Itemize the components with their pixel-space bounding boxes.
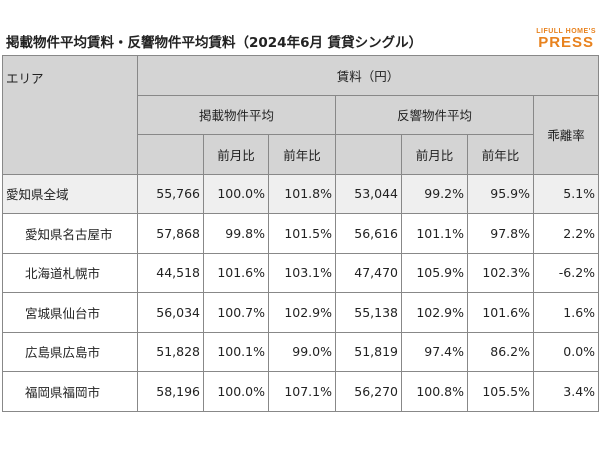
value-cell: 102.3% bbox=[467, 252, 534, 293]
sub-header: 前月比 bbox=[401, 134, 468, 175]
value-cell: 101.5% bbox=[268, 213, 336, 254]
sub-header: 前年比 bbox=[268, 134, 336, 175]
value-cell: 97.4% bbox=[401, 331, 468, 372]
table-row: 北海道札幌市 44,518 101.6% 103.1% 47,470 105.9% 102.… bbox=[2, 252, 600, 293]
value-cell: 95.9% bbox=[467, 173, 534, 214]
value-cell: 105.9% bbox=[401, 252, 468, 293]
logo-main: PRESS bbox=[538, 34, 595, 51]
value-cell: 101.8% bbox=[268, 173, 336, 214]
value-cell: 86.2% bbox=[467, 331, 534, 372]
area-cell: 愛知県全域 bbox=[2, 173, 138, 214]
value-cell: 99.0% bbox=[268, 331, 336, 372]
area-header: エリア bbox=[2, 55, 138, 175]
value-cell: 100.0% bbox=[203, 371, 269, 412]
value-cell: 107.1% bbox=[268, 371, 336, 412]
sub-header: 前月比 bbox=[203, 134, 269, 175]
title: 掲載物件平均賃料・反響物件平均賃料（2024年6月 賃貸シングル） bbox=[6, 35, 423, 51]
area-cell: 福岡県福岡市 bbox=[2, 371, 138, 412]
table-row: 広島県広島市 51,828 100.1% 99.0% 51,819 97.4% 86.2% 0… bbox=[2, 331, 600, 372]
value-cell: 56,270 bbox=[335, 371, 402, 412]
rent-header: 賃料（円） bbox=[136, 55, 600, 96]
inquiry-header: 反響物件平均 bbox=[335, 94, 534, 135]
value-cell: 100.0% bbox=[203, 173, 269, 214]
area-cell: 愛知県名古屋市 bbox=[2, 213, 138, 254]
table-row: 愛知県全域 55,766 100.0% 101.8% 53,044 99.2% 95.9% 5… bbox=[2, 173, 600, 214]
value-cell: 100.1% bbox=[203, 331, 269, 372]
value-cell: 55,138 bbox=[335, 292, 402, 333]
blank-cell bbox=[137, 134, 204, 175]
value-cell: 97.8% bbox=[467, 213, 534, 254]
table-row: 宮城県仙台市 56,034 100.7% 102.9% 55,138 102.9% 101.… bbox=[2, 292, 600, 333]
value-cell: 55,766 bbox=[137, 173, 204, 214]
rent-table: エリア 賃料（円） 掲載物件平均 反響物件平均 乖離率 前月比 前年比 前月比 … bbox=[2, 55, 600, 412]
logo: LIFULL HOME'S PRESS bbox=[536, 28, 596, 50]
value-cell: 56,616 bbox=[335, 213, 402, 254]
value-cell: 5.1% bbox=[532, 173, 600, 214]
value-cell: 99.2% bbox=[401, 173, 468, 214]
value-cell: 100.7% bbox=[203, 292, 269, 333]
value-cell: 102.9% bbox=[268, 292, 336, 333]
value-cell: 1.6% bbox=[532, 292, 600, 333]
table-row: 福岡県福岡市 58,196 100.0% 107.1% 56,270 100.8% 105.… bbox=[2, 371, 600, 412]
value-cell: 2.2% bbox=[532, 213, 600, 254]
value-cell: 51,828 bbox=[137, 331, 204, 372]
value-cell: 47,470 bbox=[335, 252, 402, 293]
value-cell: -6.2% bbox=[532, 252, 600, 293]
value-cell: 103.1% bbox=[268, 252, 336, 293]
gap-header: 乖離率 bbox=[532, 94, 600, 175]
value-cell: 51,819 bbox=[335, 331, 402, 372]
value-cell: 100.8% bbox=[401, 371, 468, 412]
value-cell: 102.9% bbox=[401, 292, 468, 333]
value-cell: 101.6% bbox=[467, 292, 534, 333]
logo-top: LIFULL HOME'S bbox=[536, 28, 596, 35]
area-cell: 広島県広島市 bbox=[2, 331, 138, 372]
value-cell: 0.0% bbox=[532, 331, 600, 372]
area-cell: 北海道札幌市 bbox=[2, 252, 138, 293]
value-cell: 99.8% bbox=[203, 213, 269, 254]
value-cell: 105.5% bbox=[467, 371, 534, 412]
value-cell: 3.4% bbox=[532, 371, 600, 412]
value-cell: 56,034 bbox=[137, 292, 204, 333]
listed-header: 掲載物件平均 bbox=[137, 94, 336, 135]
sub-header: 前年比 bbox=[467, 134, 534, 175]
value-cell: 101.1% bbox=[401, 213, 468, 254]
value-cell: 57,868 bbox=[137, 213, 204, 254]
table-row: 愛知県名古屋市 57,868 99.8% 101.5% 56,616 101.1% 97.8… bbox=[2, 213, 600, 254]
value-cell: 53,044 bbox=[335, 173, 402, 214]
area-cell: 宮城県仙台市 bbox=[2, 292, 138, 333]
value-cell: 101.6% bbox=[203, 252, 269, 293]
blank-cell bbox=[335, 134, 402, 175]
value-cell: 58,196 bbox=[137, 371, 204, 412]
value-cell: 44,518 bbox=[137, 252, 204, 293]
